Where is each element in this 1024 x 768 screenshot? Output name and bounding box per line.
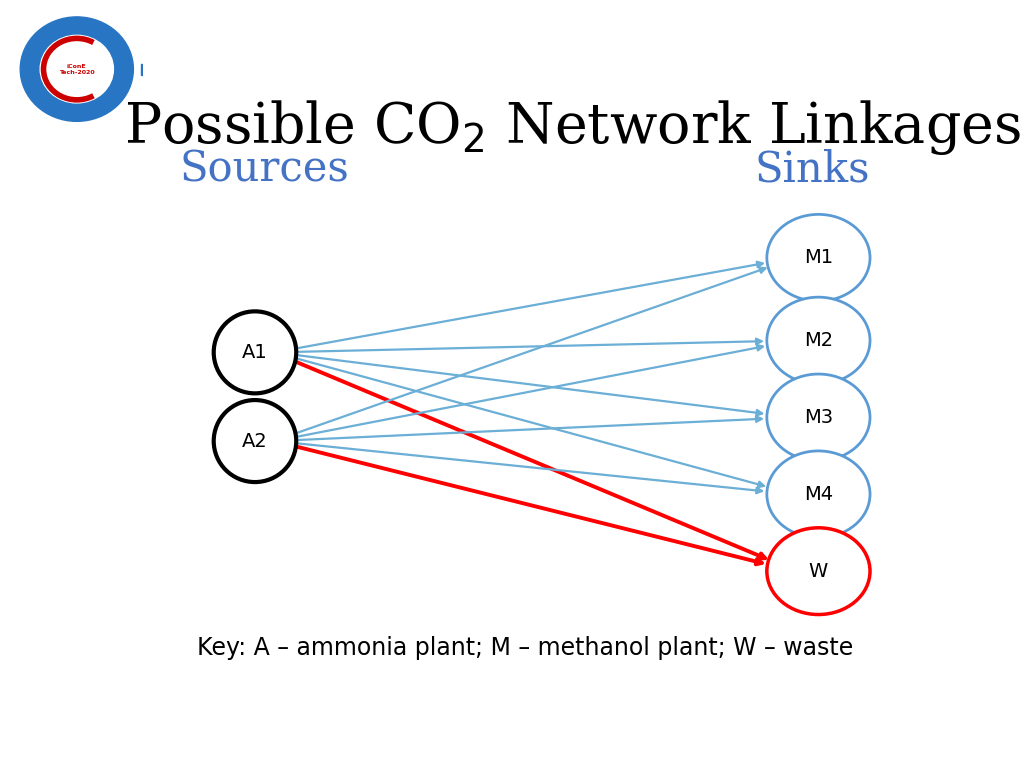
Text: Possible CO$_2$ Network Linkages: Possible CO$_2$ Network Linkages — [124, 98, 1021, 157]
Text: A2: A2 — [242, 432, 268, 451]
Text: Sinks: Sinks — [755, 148, 870, 190]
Ellipse shape — [767, 528, 870, 614]
Text: M4: M4 — [804, 485, 833, 504]
Text: M1: M1 — [804, 248, 833, 267]
Ellipse shape — [767, 214, 870, 301]
Circle shape — [20, 17, 133, 121]
Ellipse shape — [214, 400, 296, 482]
Text: M2: M2 — [804, 331, 833, 350]
Text: A1: A1 — [242, 343, 268, 362]
Text: M3: M3 — [804, 408, 833, 427]
Circle shape — [40, 35, 114, 103]
Bar — [140, 64, 153, 74]
Text: Key: A – ammonia plant; M – methanol plant; W – waste: Key: A – ammonia plant; M – methanol pla… — [197, 636, 853, 660]
Text: iConE
Tech-2020: iConE Tech-2020 — [59, 64, 94, 74]
Text: W: W — [809, 561, 828, 581]
Bar — [605, 535, 621, 551]
Ellipse shape — [767, 297, 870, 384]
Ellipse shape — [767, 451, 870, 538]
Ellipse shape — [214, 311, 296, 393]
Bar — [444, 252, 460, 267]
Text: Sources: Sources — [179, 148, 349, 190]
Ellipse shape — [767, 374, 870, 461]
